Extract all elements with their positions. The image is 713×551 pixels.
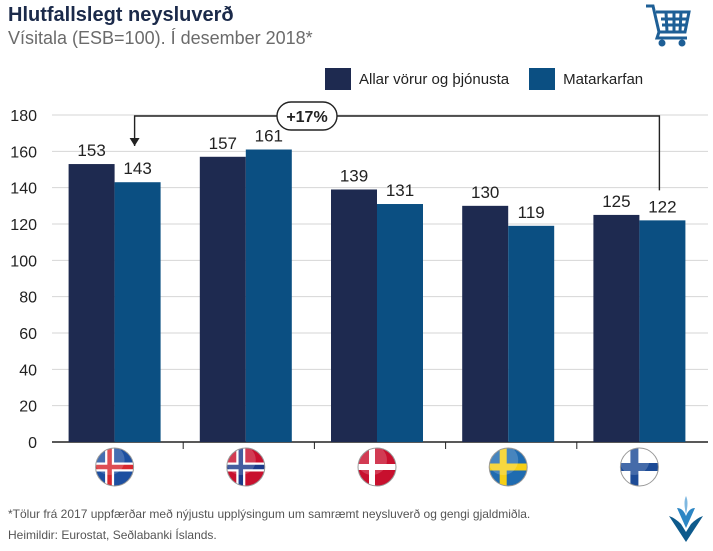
finland-flag-icon	[620, 448, 659, 486]
flag-ring	[95, 447, 135, 487]
sedlabanki-logo	[669, 496, 703, 542]
y-tick-label: 80	[19, 290, 37, 307]
legend-swatch-series-2	[529, 68, 556, 90]
y-tick-label: 180	[10, 108, 37, 125]
legend-swatch-series-1	[325, 68, 351, 90]
legend-label-series-1: Allar vörur og þjónusta	[359, 70, 510, 88]
data-label: 130	[471, 183, 499, 202]
bar-series-1	[462, 205, 509, 442]
bar-series-1	[68, 164, 115, 443]
annotation-badge	[276, 101, 338, 131]
y-tick-label: 100	[10, 253, 37, 270]
data-label: 122	[648, 197, 676, 216]
annotation-arrowhead	[129, 138, 140, 147]
footnote: *Tölur frá 2017 uppfærðar með nýjustu up…	[8, 507, 531, 521]
y-tick-label: 160	[10, 144, 37, 161]
data-label: 139	[340, 166, 368, 185]
legend-item-series-2: Matarkarfan	[529, 68, 643, 90]
data-label: 157	[209, 134, 237, 153]
data-label: 131	[386, 181, 414, 200]
bar-series-2	[245, 149, 292, 442]
data-label: 119	[518, 203, 545, 222]
y-tick-label: 120	[10, 217, 37, 234]
annotation-bracket	[133, 115, 661, 191]
chart-subtitle: Vísitala (ESB=100). Í desember 2018*	[8, 28, 313, 48]
data-label: 143	[123, 159, 151, 178]
bar-series-1	[331, 189, 377, 442]
y-tick-label: 20	[19, 399, 37, 416]
y-tick-label: 0	[28, 435, 37, 452]
flag-ring	[226, 447, 266, 487]
chart-title: Hlutfallslegt neysluverð	[8, 4, 234, 26]
data-label: 125	[602, 192, 630, 211]
bar-series-2	[377, 204, 423, 442]
shopping-cart-icon	[646, 4, 691, 47]
data-label: 161	[255, 127, 283, 146]
legend-label-series-2: Matarkarfan	[563, 70, 644, 88]
bar-series-1	[199, 156, 246, 443]
denmark-flag-icon	[358, 448, 396, 486]
source-note: Heimildir: Eurostat, Seðlabanki Íslands.	[8, 528, 217, 542]
flag-ring	[619, 447, 659, 487]
bar-series-2	[639, 220, 686, 442]
bar-series-2	[114, 182, 161, 442]
y-tick-label: 140	[10, 181, 37, 198]
bar-series-2	[508, 225, 555, 442]
chart-legend: Allar vörur og þjónusta Matarkarfan	[325, 68, 643, 90]
y-tick-label: 40	[19, 362, 37, 379]
y-tick-label: 60	[19, 326, 37, 343]
annotation-label: +17%	[286, 109, 327, 126]
flag-ring	[488, 447, 528, 487]
legend-item-series-1: Allar vörur og þjónusta	[325, 68, 509, 90]
bar-series-1	[593, 214, 640, 442]
flag-ring	[357, 447, 397, 487]
data-label: 153	[77, 141, 105, 160]
